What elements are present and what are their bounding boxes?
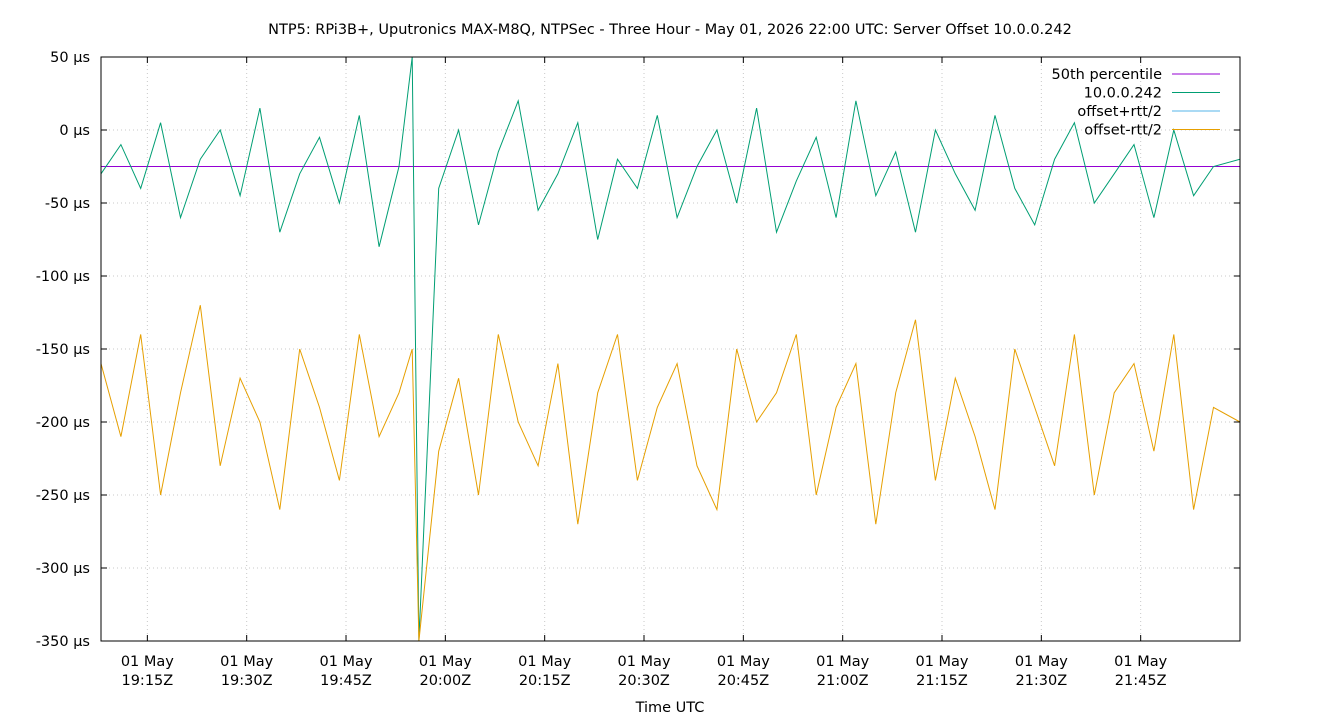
y-tick-label: -300 µs [36, 561, 90, 577]
legend-label: 10.0.0.242 [1084, 86, 1162, 102]
x-tick-label-time: 19:15Z [121, 673, 173, 689]
y-tick-label: -150 µs [36, 342, 90, 358]
x-tick-label-time: 20:00Z [419, 673, 471, 689]
y-tick-label: 0 µs [59, 123, 90, 139]
legend: 50th percentile 10.0.0.242 offset+rtt/2 off… [1052, 67, 1220, 139]
x-tick-label-time: 21:15Z [916, 673, 968, 689]
plot-series [101, 57, 1240, 641]
y-tick-label: -50 µs [45, 196, 90, 212]
legend-label: offset-rtt/2 [1084, 123, 1162, 139]
y-tick-label: -100 µs [36, 269, 90, 285]
legend-label: offset+rtt/2 [1077, 104, 1162, 120]
x-tick-label-time: 21:45Z [1115, 673, 1167, 689]
y-tick-label: -200 µs [36, 415, 90, 431]
x-tick-label-time: 20:15Z [519, 673, 571, 689]
series-line-3 [101, 305, 1240, 641]
x-tick-label-date: 01 May [1015, 654, 1068, 670]
y-tick-label: -250 µs [36, 488, 90, 504]
x-tick-label-date: 01 May [319, 654, 372, 670]
x-axis-label: Time UTC [635, 700, 705, 716]
x-tick-label-time: 21:30Z [1015, 673, 1067, 689]
x-tick-label-time: 19:30Z [221, 673, 273, 689]
series-line-1 [101, 57, 1240, 641]
x-tick-label-date: 01 May [1114, 654, 1167, 670]
x-tick-label-date: 01 May [816, 654, 869, 670]
legend-label: 50th percentile [1052, 67, 1163, 83]
x-tick-label-date: 01 May [915, 654, 968, 670]
x-tick-label-date: 01 May [518, 654, 571, 670]
y-tick-label: -350 µs [36, 634, 90, 650]
x-axis: 01 May 19:15Z 01 May 19:30Z 01 May 19:45Z 01 M… [121, 57, 1168, 689]
x-tick-label-time: 20:45Z [717, 673, 769, 689]
y-tick-label: 50 µs [50, 50, 90, 66]
x-tick-label-date: 01 May [717, 654, 770, 670]
x-tick-label-date: 01 May [220, 654, 273, 670]
x-tick-label-date: 01 May [121, 654, 174, 670]
chart-title: NTP5: RPi3B+, Uputronics MAX-M8Q, NTPSec… [268, 22, 1072, 38]
x-tick-label-time: 20:30Z [618, 673, 670, 689]
x-tick-label-time: 19:45Z [320, 673, 372, 689]
grid [101, 57, 1240, 641]
x-tick-label-date: 01 May [617, 654, 670, 670]
x-tick-label-time: 21:00Z [817, 673, 869, 689]
x-tick-label-date: 01 May [419, 654, 472, 670]
y-axis: 50 µs 0 µs -50 µs -100 µs -150 µs -200 µs -250… [36, 50, 1240, 650]
